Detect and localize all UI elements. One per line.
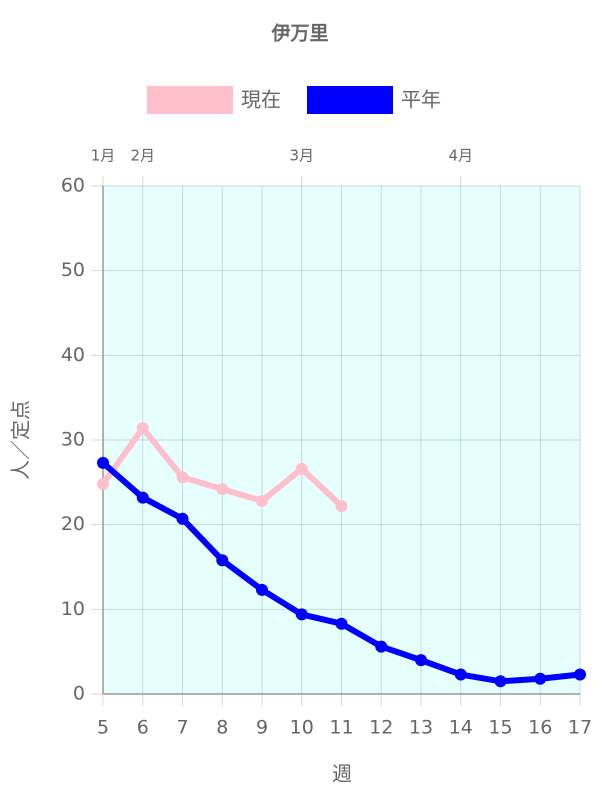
data-point [335, 617, 348, 630]
data-point [97, 456, 109, 469]
data-point [256, 494, 268, 507]
x-tick-label: 8 [216, 717, 228, 739]
data-point [136, 422, 149, 435]
y-tick-label: 20 [61, 513, 85, 535]
data-point [574, 668, 586, 681]
x-tick-label: 13 [409, 717, 433, 739]
legend-label: 現在 [241, 88, 281, 112]
x-tick-label: 5 [97, 717, 109, 739]
y-axis-label: 人／定点 [9, 400, 33, 480]
legend-swatch [147, 86, 233, 114]
y-tick-label: 60 [61, 175, 85, 197]
data-point [375, 640, 388, 653]
y-tick-label: 10 [61, 598, 85, 620]
data-point [415, 654, 427, 667]
chart-title: 伊万里 [270, 22, 328, 45]
x-tick-label: 11 [329, 717, 353, 739]
y-tick-label: 30 [61, 429, 85, 451]
data-point [335, 500, 348, 513]
legend-swatch [307, 86, 393, 114]
x2-tick-label: 4月 [448, 147, 473, 165]
x-tick-label: 12 [369, 717, 393, 739]
data-point [256, 583, 268, 596]
x-tick-label: 17 [568, 717, 592, 739]
x2-tick-label: 3月 [289, 147, 314, 165]
x-axis-label: 週 [332, 762, 352, 786]
x-tick-label: 9 [256, 717, 268, 739]
plot-background [103, 186, 580, 694]
y-tick-label: 40 [61, 344, 85, 366]
y-tick-label: 50 [61, 259, 85, 281]
x2-tick-label: 2月 [130, 147, 155, 165]
data-point [97, 478, 109, 491]
data-point [216, 483, 229, 496]
x-tick-label: 15 [488, 717, 512, 739]
x-tick-label: 16 [528, 717, 552, 739]
data-point [494, 675, 507, 688]
data-point [454, 668, 467, 681]
legend-label: 平年 [401, 88, 441, 112]
x-tick-label: 10 [290, 717, 314, 739]
x-tick-label: 6 [137, 717, 149, 739]
data-point [176, 512, 189, 525]
x-tick-label: 14 [449, 717, 473, 739]
x-tick-label: 7 [176, 717, 188, 739]
x2-tick-label: 1月 [91, 147, 116, 165]
data-point [295, 608, 308, 621]
y-tick-label: 0 [73, 683, 85, 705]
data-point [295, 462, 308, 475]
data-point [176, 471, 189, 484]
data-point [216, 554, 229, 567]
data-point [534, 672, 547, 685]
data-point [136, 491, 149, 504]
